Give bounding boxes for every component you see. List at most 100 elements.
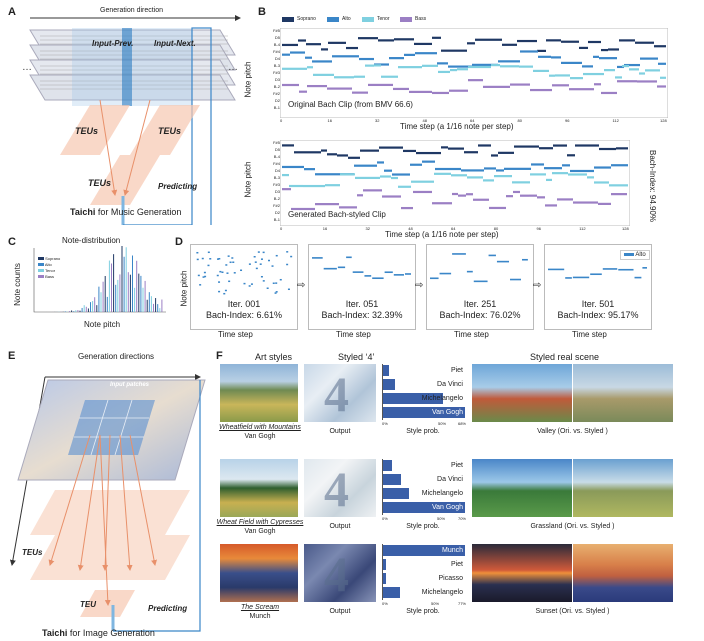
note-mark xyxy=(248,263,251,265)
style-prob-bar xyxy=(383,474,401,485)
teu-left xyxy=(60,105,130,155)
note-mark xyxy=(307,66,313,69)
note-mark xyxy=(272,282,275,285)
output-label: Output xyxy=(329,523,351,530)
note-mark xyxy=(389,57,404,60)
input-patches-label: Input patches xyxy=(110,382,150,388)
pitch-tick: D4 xyxy=(274,168,280,173)
pitch-tick: D2 xyxy=(274,210,280,215)
note-mark xyxy=(332,55,359,58)
style-prob-axis: 0% 50% 70% xyxy=(382,516,466,521)
painting-image xyxy=(220,544,298,602)
note-mark xyxy=(598,202,611,205)
note-mark xyxy=(372,277,384,280)
note-mark xyxy=(240,269,243,272)
note-mark xyxy=(438,70,450,74)
iteration-box: Iter. 051 Bach-Index: 32.39% xyxy=(308,244,416,330)
bach-index-value: Bach-Index: 76.02% xyxy=(439,310,521,320)
pitch-tick: F#3 xyxy=(273,182,280,187)
note-mark xyxy=(254,261,257,263)
scene-original xyxy=(472,364,572,422)
note-mark xyxy=(451,174,467,177)
note-mark xyxy=(207,251,210,254)
panel-a-diagram: … … xyxy=(22,15,241,225)
teus-label: TEUs xyxy=(22,548,43,557)
style-prob-row: Michelangelo xyxy=(383,487,465,500)
note-mark xyxy=(248,285,251,287)
panel-e-title: Taichi for Image Generation xyxy=(42,628,155,638)
note-mark xyxy=(282,188,291,191)
clip1-ylabel: Note pitch xyxy=(243,61,253,98)
note-mark xyxy=(294,151,321,154)
pitch-tick: D5 xyxy=(274,147,280,152)
note-mark xyxy=(401,206,413,210)
note-mark xyxy=(537,49,546,52)
note-mark xyxy=(227,255,230,257)
time-tick: 96 xyxy=(536,226,541,231)
note-mark xyxy=(660,76,666,79)
note-mark xyxy=(491,154,498,157)
note-mark xyxy=(271,265,274,267)
styled-output-image: 4 xyxy=(304,544,376,602)
note-mark xyxy=(432,36,441,39)
note-mark xyxy=(488,254,496,257)
note-mark xyxy=(617,65,624,69)
output-label: Output xyxy=(329,428,351,435)
note-mark xyxy=(593,55,599,58)
note-mark xyxy=(216,274,219,277)
note-mark xyxy=(458,194,466,197)
painting-title: Wheat Field with Cypresses xyxy=(216,519,304,526)
teu-label-1: TEUs xyxy=(75,126,99,136)
note-mark xyxy=(645,69,660,72)
pitch-tick: B-2 xyxy=(273,84,280,89)
style-prob-bar xyxy=(383,559,386,570)
note-mark xyxy=(570,169,594,173)
note-mark xyxy=(340,173,355,176)
note-mark xyxy=(624,63,640,67)
note-mark xyxy=(411,180,434,183)
note-mark xyxy=(517,39,537,43)
note-mark xyxy=(287,288,290,291)
note-mark xyxy=(573,201,598,204)
note-mark xyxy=(452,253,466,255)
note-mark xyxy=(618,268,634,271)
clip2-caption: Generated Bach-styled Clip xyxy=(288,210,386,219)
style-prob-axis: 0% 50% 77% xyxy=(382,601,466,606)
note-mark xyxy=(307,84,327,88)
note-mark xyxy=(398,185,411,188)
note-mark xyxy=(312,257,323,259)
style-prob-bar xyxy=(383,545,465,556)
note-mark xyxy=(413,190,432,194)
bach-index-value: Bach-Index: 32.39% xyxy=(321,310,403,320)
legend-soprano: Soprano xyxy=(297,16,316,22)
note-mark xyxy=(539,147,553,150)
note-mark xyxy=(510,83,530,86)
time-tick: 48 xyxy=(408,226,413,231)
panel-d-label: D xyxy=(175,236,183,248)
style-prob-label-x: Style prob. xyxy=(406,428,440,435)
panel-c-xlabel: Note pitch xyxy=(84,320,121,329)
style-prob-label: Michelangelo xyxy=(421,589,463,596)
note-mark xyxy=(223,292,226,295)
note-mark xyxy=(637,80,657,83)
time-tick: 96 xyxy=(565,118,570,123)
painting-artist: Munch xyxy=(249,613,271,620)
note-mark xyxy=(346,46,358,50)
time-tick: 128 xyxy=(660,118,667,123)
note-mark xyxy=(306,43,321,46)
note-mark xyxy=(552,172,568,175)
note-mark xyxy=(289,184,303,188)
note-mark xyxy=(514,145,539,148)
note-mark xyxy=(337,266,346,269)
panel-a-label: A xyxy=(8,6,16,18)
note-mark xyxy=(199,284,202,286)
note-mark xyxy=(491,64,500,67)
note-mark xyxy=(468,79,483,82)
iteration-xlabel: Time step xyxy=(218,330,253,339)
note-mark xyxy=(548,268,565,271)
pitch-tick: F#5 xyxy=(273,28,280,33)
note-mark xyxy=(587,176,594,179)
note-mark xyxy=(609,184,628,187)
note-mark xyxy=(410,163,422,166)
note-mark xyxy=(219,270,222,273)
